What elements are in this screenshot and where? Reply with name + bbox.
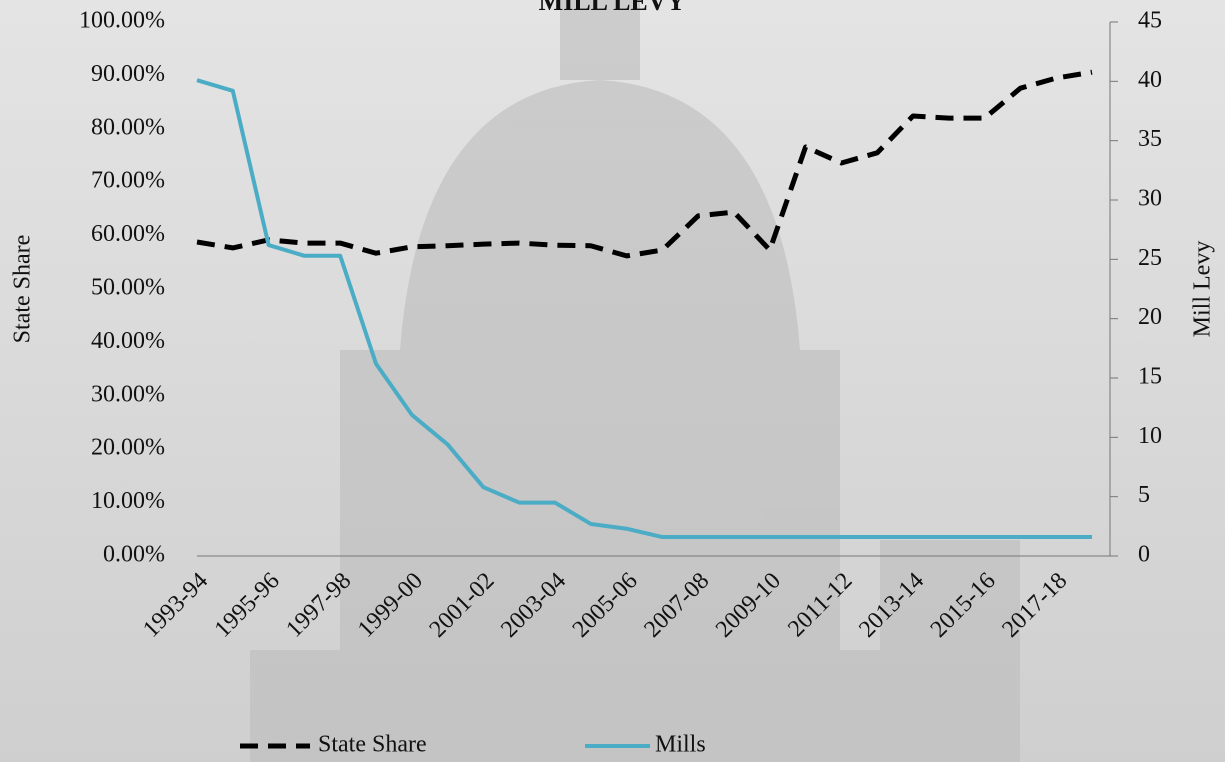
y-tick-label: 50.00%	[91, 275, 165, 301]
y-tick-label: 20.00%	[91, 435, 165, 461]
y-tick-label: 0.00%	[103, 542, 165, 568]
y2-tick-label: 30	[1138, 186, 1162, 212]
y2-tick-label: 0	[1138, 542, 1150, 568]
y2-tick-label: 35	[1138, 126, 1162, 152]
legend-label: Mills	[655, 732, 706, 758]
y2-tick-label: 10	[1138, 423, 1162, 449]
y2-tick-label: 40	[1138, 67, 1162, 93]
series-line	[196, 78, 1092, 540]
y2-tick-label: 15	[1138, 364, 1162, 390]
y2-tick-label: 45	[1138, 8, 1162, 34]
y-tick-label: 70.00%	[91, 168, 165, 194]
y-tick-label: 100.00%	[79, 8, 165, 34]
y-tick-label: 60.00%	[91, 221, 165, 247]
y-tick-label: 40.00%	[91, 328, 165, 354]
y2-axis-label: Mill Levy	[1190, 241, 1216, 338]
chart-title: MILL LEVY	[539, 0, 686, 16]
y-tick-label: 80.00%	[91, 114, 165, 140]
y-tick-label: 30.00%	[91, 381, 165, 407]
y-tick-label: 10.00%	[91, 488, 165, 514]
y-axis-label: State Share	[10, 235, 36, 344]
y2-tick-label: 25	[1138, 245, 1162, 271]
series-line	[196, 69, 1093, 259]
y-tick-label: 90.00%	[91, 61, 165, 87]
y2-tick-label: 5	[1138, 482, 1150, 508]
legend-label: State Share	[318, 732, 427, 758]
y2-tick-label: 20	[1138, 304, 1162, 330]
